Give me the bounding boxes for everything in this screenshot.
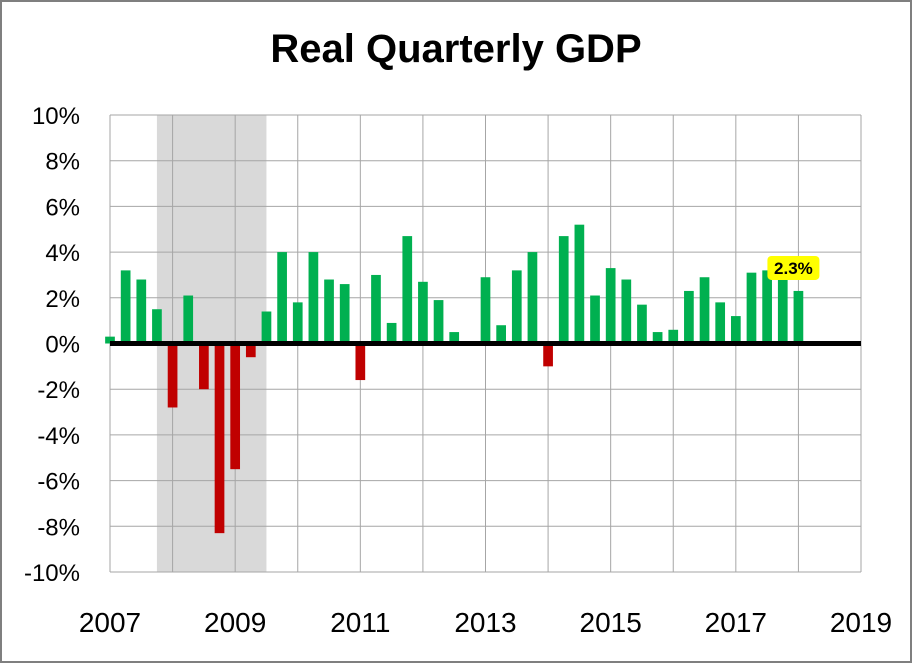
bar [558, 236, 569, 344]
bar [527, 252, 538, 344]
bar [793, 290, 804, 344]
bar [261, 311, 272, 344]
bar [449, 332, 460, 344]
bar [496, 325, 506, 344]
chart-title: Real Quarterly GDP [270, 27, 641, 71]
bar [355, 343, 366, 381]
bar [324, 279, 334, 344]
x-tick-label: 2011 [330, 607, 390, 638]
y-tick-label: -10% [24, 560, 80, 587]
x-axis-ticks: 2007 2009 2011 2013 2015 2017 2019 [79, 607, 892, 638]
bar [152, 309, 162, 344]
bar [777, 277, 788, 344]
bar [339, 284, 350, 344]
bar [637, 304, 647, 344]
x-tick-label: 2019 [830, 607, 892, 638]
y-tick-label: -4% [37, 423, 80, 450]
data-label: 2.3% [767, 255, 820, 280]
y-tick-label: -2% [37, 377, 80, 404]
bar [245, 343, 256, 358]
bar [511, 270, 522, 344]
y-tick-label: 6% [45, 194, 80, 221]
data-label-highlight [767, 255, 820, 280]
y-axis-ticks: 10% 8% 6% 4% 2% 0% -2% -4% -6% -8% -10% [24, 103, 80, 587]
x-tick-label: 2009 [204, 607, 266, 638]
y-tick-label: 2% [45, 286, 80, 313]
bar [684, 290, 694, 344]
bar [386, 322, 397, 344]
x-tick-label: 2015 [580, 607, 642, 638]
y-tick-label: 10% [32, 103, 80, 130]
data-label-text: 2.3% [774, 259, 813, 278]
bar [183, 295, 194, 344]
y-tick-label: 4% [45, 240, 80, 267]
bar [762, 270, 772, 344]
bar [277, 252, 287, 344]
bar [199, 343, 209, 390]
x-tick-label: 2007 [79, 607, 141, 638]
bar [730, 316, 741, 344]
bar [590, 295, 600, 344]
data-labels: 2.3% [767, 255, 820, 280]
bar [292, 302, 303, 344]
bar [574, 224, 585, 344]
bar [371, 274, 381, 344]
x-tick-label: 2013 [454, 607, 516, 638]
bar [699, 277, 710, 344]
bar [214, 343, 225, 534]
y-tick-label: 8% [45, 149, 80, 176]
y-tick-label: -8% [37, 514, 80, 541]
y-tick-label: 0% [45, 332, 80, 359]
bar [652, 332, 663, 344]
bar [605, 268, 616, 344]
bar [167, 343, 178, 408]
x-tick-label: 2017 [705, 607, 767, 638]
bar [621, 279, 632, 344]
y-tick-label: -6% [37, 469, 80, 496]
bar [543, 343, 553, 367]
bar [418, 281, 428, 344]
bar [230, 343, 241, 470]
bar [120, 270, 131, 344]
bar-series [105, 224, 804, 534]
bar [402, 236, 413, 344]
bar [308, 252, 319, 344]
bar [668, 329, 679, 344]
bar [715, 302, 726, 344]
bar [433, 300, 444, 344]
bar [136, 279, 147, 344]
bar [480, 277, 491, 344]
bar [105, 336, 115, 344]
bar [746, 272, 757, 344]
